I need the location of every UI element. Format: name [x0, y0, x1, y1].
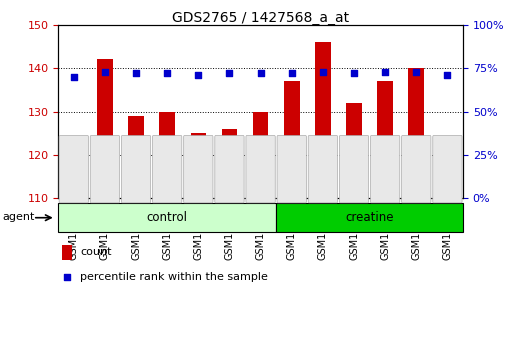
FancyBboxPatch shape: [277, 136, 306, 203]
Bar: [315, 42, 330, 198]
FancyBboxPatch shape: [59, 136, 88, 203]
FancyBboxPatch shape: [90, 136, 119, 203]
Bar: [345, 103, 361, 198]
Text: count: count: [80, 247, 112, 257]
Bar: [58, 203, 276, 232]
Bar: [62, 245, 72, 260]
Point: [349, 70, 358, 76]
Bar: [377, 81, 392, 198]
FancyBboxPatch shape: [215, 136, 243, 203]
Point: [318, 69, 326, 74]
FancyBboxPatch shape: [121, 136, 150, 203]
Text: agent: agent: [3, 212, 35, 222]
Bar: [439, 150, 454, 198]
FancyBboxPatch shape: [339, 136, 368, 203]
Point: [287, 70, 295, 76]
Text: percentile rank within the sample: percentile rank within the sample: [80, 272, 268, 282]
Point: [380, 69, 388, 74]
Point: [442, 72, 450, 78]
FancyBboxPatch shape: [432, 136, 461, 203]
FancyBboxPatch shape: [370, 136, 399, 203]
Bar: [252, 112, 268, 198]
Text: creatine: creatine: [344, 211, 393, 224]
Point: [100, 69, 109, 74]
Bar: [221, 129, 237, 198]
Bar: [66, 164, 81, 198]
FancyBboxPatch shape: [183, 136, 213, 203]
Point: [63, 274, 71, 280]
Point: [163, 70, 171, 76]
Bar: [283, 81, 299, 198]
Point: [70, 74, 78, 80]
Bar: [190, 133, 206, 198]
Bar: [159, 112, 175, 198]
Point: [225, 70, 233, 76]
FancyBboxPatch shape: [245, 136, 275, 203]
FancyBboxPatch shape: [152, 136, 181, 203]
Bar: [128, 116, 143, 198]
Bar: [408, 68, 423, 198]
Point: [194, 72, 202, 78]
Point: [256, 70, 264, 76]
Bar: [97, 59, 113, 198]
Point: [132, 70, 140, 76]
Text: control: control: [146, 211, 187, 224]
Text: GDS2765 / 1427568_a_at: GDS2765 / 1427568_a_at: [172, 11, 348, 25]
Bar: [276, 203, 462, 232]
FancyBboxPatch shape: [308, 136, 337, 203]
Point: [412, 69, 420, 74]
FancyBboxPatch shape: [401, 136, 430, 203]
